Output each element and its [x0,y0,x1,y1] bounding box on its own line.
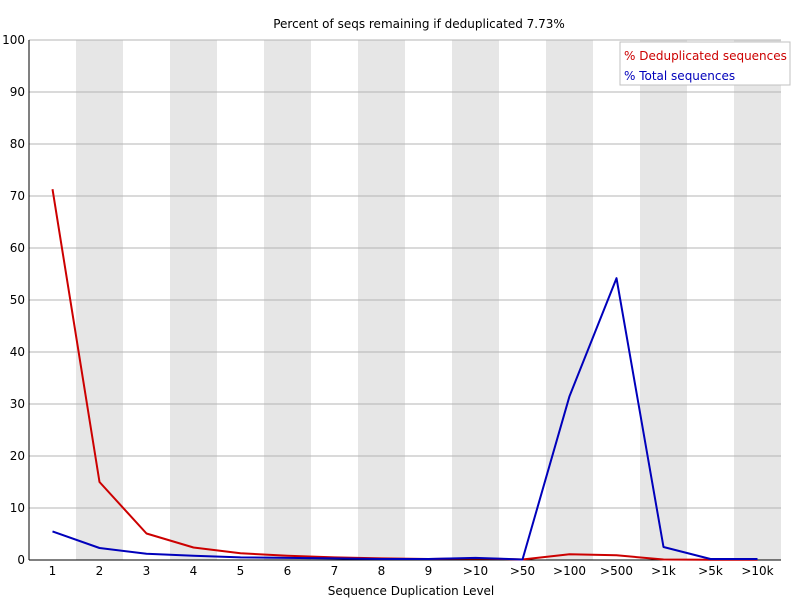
legend-box [619,41,791,86]
y-tick-label: 90 [10,85,25,99]
series-line-1 [52,277,758,561]
y-tick-label: 70 [10,189,25,203]
x-tick-label: 7 [331,564,339,578]
y-tick-label: 30 [10,397,25,411]
x-tick-labels: 1 2 3 4 5 6 7 8 9 >10 >50 >100 >500 >1k >5k >10k [49,564,774,578]
x-tick-label: >10k [741,564,773,578]
x-tick-label: >10 [463,564,488,578]
x-axis-label: Sequence Duplication Level [328,584,495,598]
y-tick-label: 80 [10,137,25,151]
x-tick-label: 2 [96,564,104,578]
y-tick-label: 40 [10,345,25,359]
x-tick-label: 5 [237,564,245,578]
x-tick-label: >500 [600,564,633,578]
x-tick-label: 8 [378,564,386,578]
y-tick-label: 100 [2,33,25,47]
legend: % Deduplicated sequences % Total sequenc… [619,41,791,86]
x-tick-label: 9 [425,564,433,578]
series-lines [51,189,758,561]
x-tick-label: 1 [49,564,57,578]
y-tick-label: 0 [17,553,25,567]
y-tick-labels: 0 10 20 30 40 50 60 70 80 90 100 [2,33,25,567]
y-tick-label: 60 [10,241,25,255]
y-tick-label: 20 [10,449,25,463]
x-tick-label: 4 [190,564,198,578]
x-tick-label: >100 [553,564,586,578]
x-tick-label: >1k [651,564,676,578]
x-tick-label: 6 [284,564,292,578]
x-tick-label: >50 [510,564,535,578]
chart-title: Percent of seqs remaining if deduplicate… [273,17,565,31]
y-tick-label: 50 [10,293,25,307]
x-tick-label: 3 [143,564,151,578]
legend-entry-deduplicated: % Deduplicated sequences [624,49,787,63]
gridlines [29,39,781,509]
legend-entry-total: % Total sequences [624,69,735,83]
y-tick-label: 10 [10,501,25,515]
x-tick-label: >5k [698,564,723,578]
